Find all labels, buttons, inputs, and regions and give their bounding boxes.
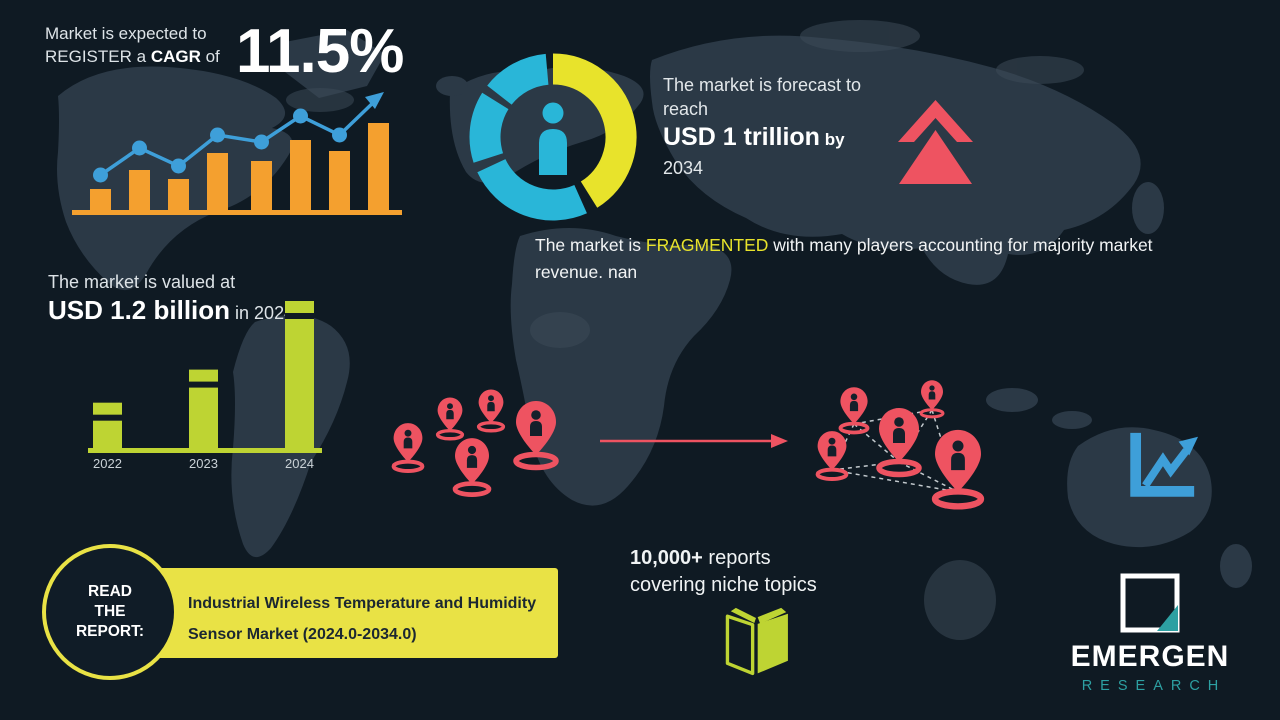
logo-subtitle: RESEARCH [1081,678,1227,694]
valuation-suffix: in 2024 [230,303,295,323]
map-pin-person-icon [919,380,945,419]
cagr-line2-bold: CAGR [150,47,201,66]
report-title-line1: Industrial Wireless Temperature and Humi… [188,595,537,612]
forecast-line1: The market is forecast to [663,75,862,95]
read-the-report-badge: READ THE REPORT: [42,544,178,680]
cagr-bar-line-chart [72,92,402,215]
cagr-line1: Market is expected to [45,24,207,43]
fragmentation-statement: The market is FRAGMENTED with many playe… [535,232,1210,286]
fragmentation-pre: The market is [535,235,646,255]
map-pin-person-icon [815,431,849,481]
square-frame-logo-icon [1120,573,1180,633]
cagr-headline: Market is expected to REGISTER a CAGR of [45,22,220,68]
map-pin-person-icon [931,429,985,510]
brand-logo: EMERGEN RESEARCH [1050,572,1250,694]
market-value-bar-chart: 2022 2023 2024 [88,301,322,471]
location-pins-illustration [391,380,985,510]
report-title-banner [148,568,558,658]
fragmentation-post: with many players accounting for majorit… [535,235,1153,282]
cagr-line2-pre: REGISTER a [45,47,151,66]
valuation-block: The market is valued at USD 1.2 billion … [48,270,294,327]
map-pin-person-icon [476,389,506,433]
market-donut-chart [469,53,637,221]
reports-line1-rest: reports [702,547,771,569]
map-pin-person-icon [876,408,922,478]
fragmentation-highlight: FRAGMENTED [645,235,769,255]
forecast-value: USD 1 trillion [663,123,820,151]
forecast-year: 2034 [663,158,704,178]
reports-count-block: 10,000+ reports covering niche topics [630,545,817,599]
map-pin-person-icon [452,438,492,497]
forecast-by: by [819,130,845,149]
reports-line2: covering niche topics [630,574,817,596]
map-pin-person-icon [391,423,425,473]
cagr-line2-post: of [200,47,220,66]
forecast-line2: reach [663,99,709,119]
svg-text:2022: 2022 [93,456,122,471]
svg-text:2023: 2023 [189,456,218,471]
cagr-value: 11.5% [236,17,404,86]
report-title: Industrial Wireless Temperature and Humi… [188,588,548,650]
double-chevron-up-icon [898,100,973,184]
map-pin-person-icon [513,401,559,471]
map-pin-person-icon [435,397,465,441]
valuation-line1: The market is valued at [48,272,236,292]
reports-count: 10,000+ [630,547,703,569]
svg-text:2024: 2024 [285,456,314,471]
badge-line3: REPORT: [75,623,145,640]
forecast-block: The market is forecast to reach USD 1 tr… [663,73,861,180]
valuation-value: USD 1.2 billion [48,295,231,325]
report-title-line2: Sensor Market (2024.0-2034.0) [188,626,417,643]
person-icon [539,102,567,175]
map-pin-person-icon [838,387,870,435]
line-chart-arrow-icon [1130,432,1199,497]
open-book-icon [725,607,788,676]
logo-name: EMERGEN [1070,640,1230,673]
badge-line2: THE [94,603,126,620]
badge-line1: READ [88,583,132,600]
